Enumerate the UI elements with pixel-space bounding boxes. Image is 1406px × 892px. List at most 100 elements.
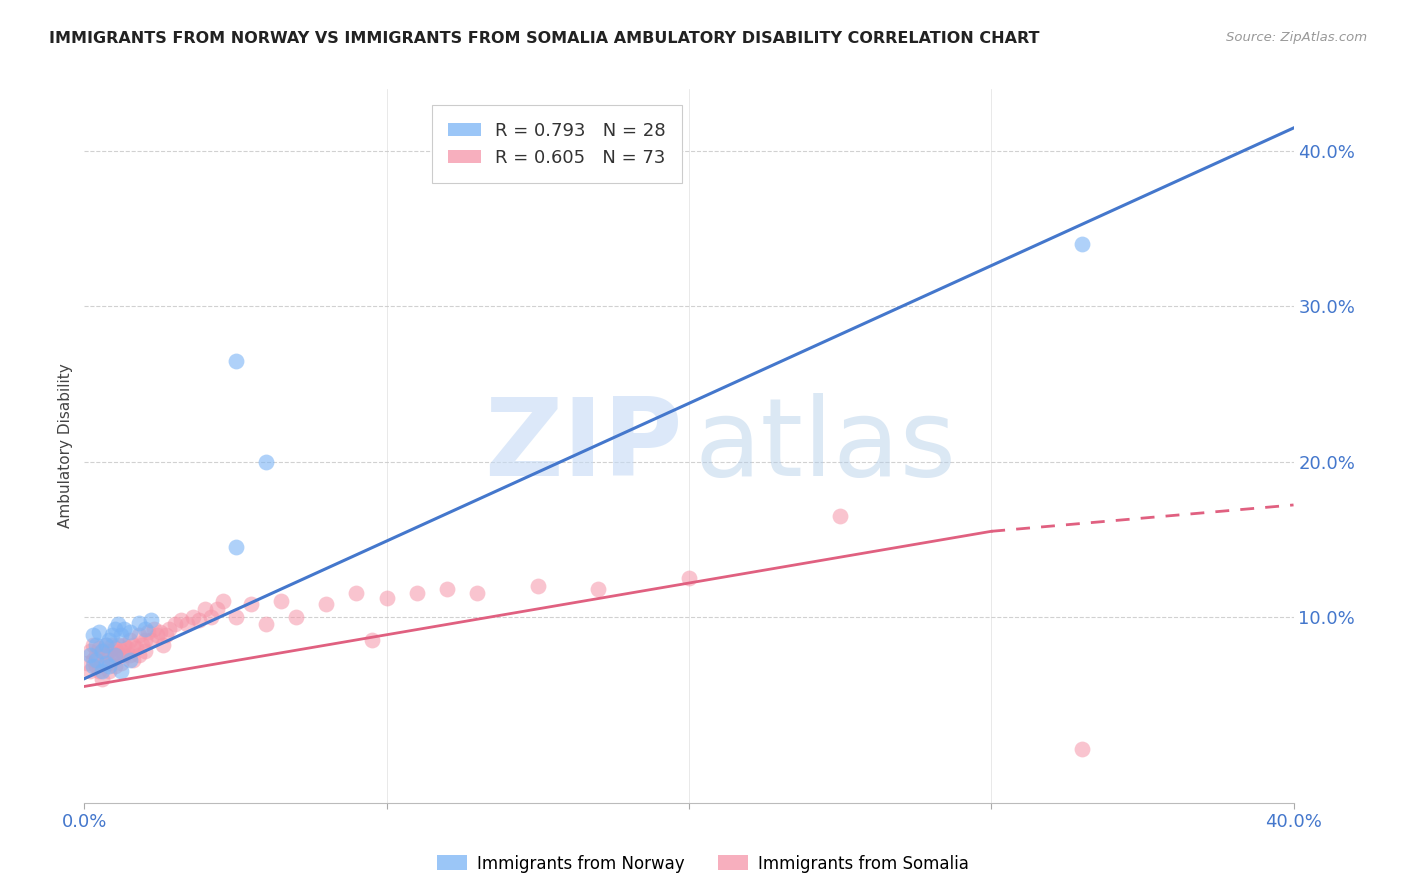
Point: [121, 638, 143, 652]
Point: [146, 628, 169, 642]
Point: [207, 602, 229, 616]
Point: [200, 609, 222, 624]
Point: [134, 644, 156, 658]
Point: [107, 648, 129, 663]
Point: [1071, 741, 1094, 756]
Point: [346, 586, 368, 600]
Text: Source: ZipAtlas.com: Source: ZipAtlas.com: [1226, 31, 1367, 45]
Point: [128, 628, 150, 642]
Point: [181, 609, 204, 624]
Y-axis label: Ambulatory Disability: Ambulatory Disability: [58, 364, 73, 528]
Point: [188, 613, 211, 627]
Point: [110, 628, 132, 642]
Point: [165, 617, 187, 632]
Point: [118, 632, 141, 647]
Point: [131, 638, 153, 652]
Point: [110, 664, 132, 678]
Point: [149, 625, 172, 640]
Point: [139, 613, 162, 627]
Point: [86, 653, 108, 667]
Point: [76, 656, 98, 670]
Point: [97, 664, 120, 678]
Point: [588, 582, 610, 596]
Point: [86, 638, 108, 652]
Point: [830, 508, 852, 523]
Point: [136, 625, 159, 640]
Point: [118, 653, 141, 667]
Point: [97, 656, 120, 670]
Point: [254, 454, 277, 468]
Point: [225, 353, 247, 368]
Point: [678, 571, 700, 585]
Point: [112, 638, 135, 652]
Point: [125, 640, 148, 655]
Point: [142, 622, 165, 636]
Point: [527, 579, 550, 593]
Point: [79, 664, 101, 678]
Point: [406, 586, 429, 600]
Point: [110, 644, 132, 658]
Point: [104, 640, 127, 655]
Point: [94, 648, 117, 663]
Point: [104, 622, 127, 636]
Point: [97, 644, 120, 658]
Point: [82, 659, 104, 673]
Point: [194, 602, 217, 616]
Point: [239, 597, 262, 611]
Point: [100, 628, 122, 642]
Point: [212, 594, 235, 608]
Point: [155, 628, 177, 642]
Point: [91, 644, 114, 658]
Point: [104, 659, 127, 673]
Point: [97, 659, 120, 673]
Point: [82, 628, 104, 642]
Point: [225, 540, 247, 554]
Point: [94, 638, 117, 652]
Point: [176, 617, 198, 632]
Point: [115, 640, 138, 655]
Point: [315, 597, 337, 611]
Point: [270, 594, 292, 608]
Point: [91, 672, 114, 686]
Point: [118, 625, 141, 640]
Point: [112, 648, 135, 663]
Point: [134, 632, 156, 647]
Text: IMMIGRANTS FROM NORWAY VS IMMIGRANTS FROM SOMALIA AMBULATORY DISABILITY CORRELAT: IMMIGRANTS FROM NORWAY VS IMMIGRANTS FRO…: [49, 31, 1039, 46]
Point: [360, 632, 382, 647]
Point: [170, 613, 193, 627]
Point: [100, 653, 122, 667]
Point: [1071, 237, 1094, 252]
Point: [285, 609, 308, 624]
Point: [254, 617, 277, 632]
Point: [91, 656, 114, 670]
Point: [157, 622, 180, 636]
Point: [104, 648, 127, 663]
Text: ZIP: ZIP: [485, 393, 683, 499]
Point: [110, 656, 132, 670]
Legend: R = 0.793   N = 28, R = 0.605   N = 73: R = 0.793 N = 28, R = 0.605 N = 73: [432, 105, 682, 183]
Point: [112, 622, 135, 636]
Point: [100, 638, 122, 652]
Point: [375, 591, 398, 605]
Point: [107, 617, 129, 632]
Point: [89, 640, 111, 655]
Point: [225, 609, 247, 624]
Legend: Immigrants from Norway, Immigrants from Somalia: Immigrants from Norway, Immigrants from …: [430, 848, 976, 880]
Point: [128, 615, 150, 630]
Point: [89, 664, 111, 678]
Point: [104, 648, 127, 663]
Point: [436, 582, 458, 596]
Text: atlas: atlas: [695, 393, 957, 499]
Point: [89, 625, 111, 640]
Point: [82, 638, 104, 652]
Point: [94, 656, 117, 670]
Point: [128, 648, 150, 663]
Point: [79, 644, 101, 658]
Point: [467, 586, 489, 600]
Point: [79, 648, 101, 663]
Point: [107, 638, 129, 652]
Point: [118, 648, 141, 663]
Point: [86, 648, 108, 663]
Point: [152, 638, 174, 652]
Point: [139, 632, 162, 647]
